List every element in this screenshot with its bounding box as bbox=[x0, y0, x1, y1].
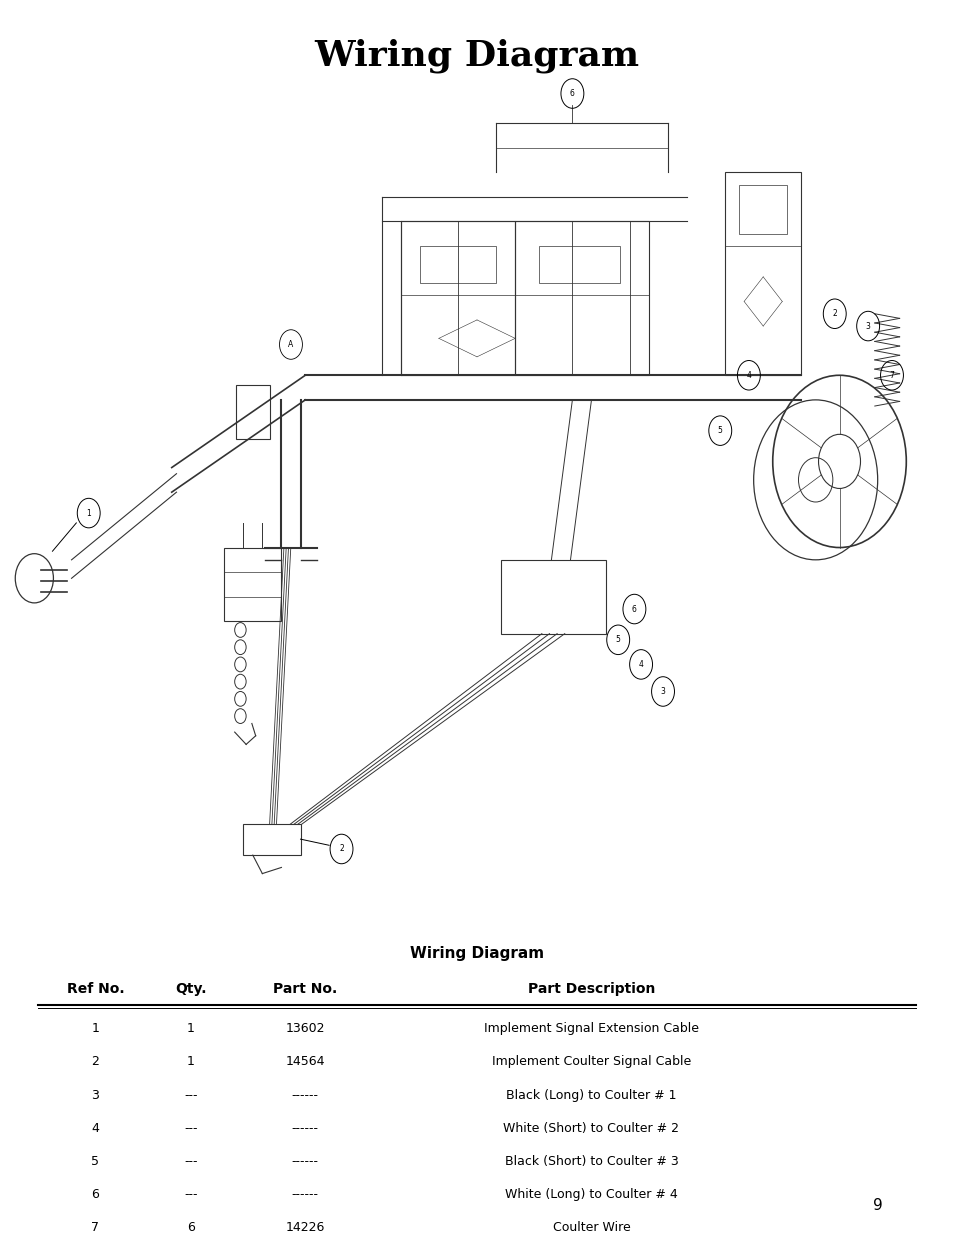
Text: ---: --- bbox=[184, 1188, 197, 1202]
Text: 6: 6 bbox=[91, 1188, 99, 1202]
Text: A: A bbox=[288, 340, 294, 350]
Text: ------: ------ bbox=[292, 1088, 318, 1102]
Text: 7: 7 bbox=[91, 1221, 99, 1235]
Text: 2: 2 bbox=[832, 309, 836, 319]
Text: 3: 3 bbox=[91, 1088, 99, 1102]
Text: Ref No.: Ref No. bbox=[67, 982, 124, 997]
Text: Black (Short) to Coulter # 3: Black (Short) to Coulter # 3 bbox=[504, 1155, 678, 1168]
Text: ------: ------ bbox=[292, 1155, 318, 1168]
Text: 6: 6 bbox=[631, 605, 637, 614]
Text: 4: 4 bbox=[638, 659, 643, 669]
Text: 5: 5 bbox=[91, 1155, 99, 1168]
Text: ---: --- bbox=[184, 1121, 197, 1135]
Text: 2: 2 bbox=[91, 1056, 99, 1068]
Text: ---: --- bbox=[184, 1088, 197, 1102]
Text: 1: 1 bbox=[187, 1023, 194, 1035]
Text: Wiring Diagram: Wiring Diagram bbox=[410, 946, 543, 961]
Text: 14226: 14226 bbox=[285, 1221, 325, 1235]
Text: 9: 9 bbox=[872, 1198, 882, 1213]
Text: Part No.: Part No. bbox=[273, 982, 337, 997]
Text: ---: --- bbox=[184, 1155, 197, 1168]
Text: 13602: 13602 bbox=[285, 1023, 325, 1035]
Text: 5: 5 bbox=[615, 635, 620, 645]
Text: ------: ------ bbox=[292, 1121, 318, 1135]
Text: 2: 2 bbox=[339, 845, 343, 853]
Text: 6: 6 bbox=[569, 89, 575, 98]
Text: Coulter Wire: Coulter Wire bbox=[552, 1221, 630, 1235]
Text: 4: 4 bbox=[91, 1121, 99, 1135]
Text: Implement Signal Extension Cable: Implement Signal Extension Cable bbox=[483, 1023, 699, 1035]
Text: 3: 3 bbox=[864, 321, 870, 331]
Text: White (Short) to Coulter # 2: White (Short) to Coulter # 2 bbox=[503, 1121, 679, 1135]
Text: Part Description: Part Description bbox=[527, 982, 655, 997]
Text: 1: 1 bbox=[87, 509, 91, 517]
Text: 3: 3 bbox=[659, 687, 665, 697]
Text: 4: 4 bbox=[745, 370, 751, 380]
Text: White (Long) to Coulter # 4: White (Long) to Coulter # 4 bbox=[504, 1188, 678, 1202]
Text: 6: 6 bbox=[187, 1221, 194, 1235]
Text: 7: 7 bbox=[888, 370, 894, 380]
Text: ------: ------ bbox=[292, 1188, 318, 1202]
Text: 5: 5 bbox=[717, 426, 722, 435]
Text: Qty.: Qty. bbox=[174, 982, 207, 997]
Text: 14564: 14564 bbox=[285, 1056, 325, 1068]
Text: Wiring Diagram: Wiring Diagram bbox=[314, 38, 639, 73]
Text: 1: 1 bbox=[91, 1023, 99, 1035]
Text: Implement Coulter Signal Cable: Implement Coulter Signal Cable bbox=[492, 1056, 690, 1068]
Text: Black (Long) to Coulter # 1: Black (Long) to Coulter # 1 bbox=[506, 1088, 676, 1102]
Text: 1: 1 bbox=[187, 1056, 194, 1068]
